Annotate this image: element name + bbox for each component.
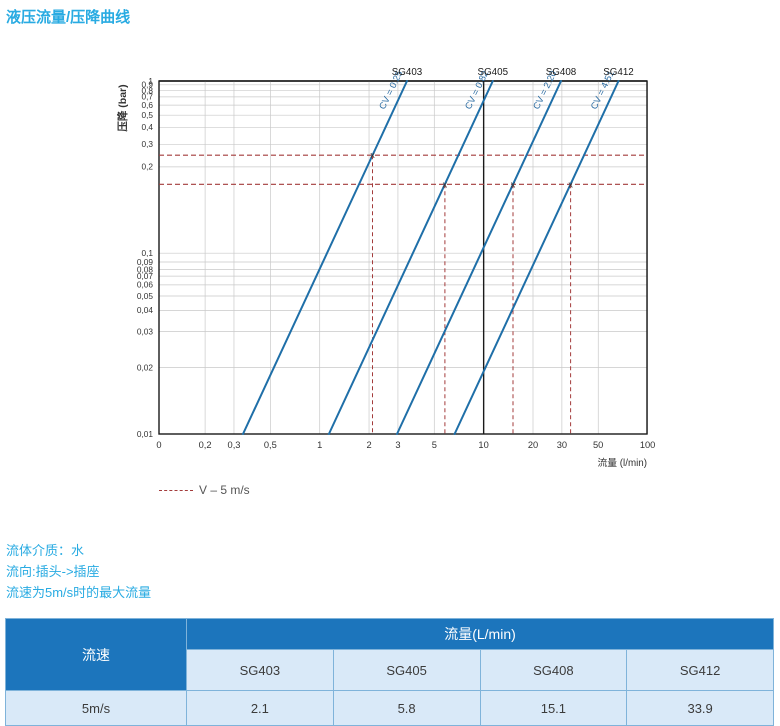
- svg-text:流量 (l/min): 流量 (l/min): [597, 456, 647, 469]
- svg-text:0,2: 0,2: [141, 162, 153, 172]
- svg-text:0,2: 0,2: [199, 440, 212, 450]
- svg-text:0,4: 0,4: [141, 122, 153, 132]
- svg-text:SG403: SG403: [392, 67, 423, 78]
- svg-text:0,5: 0,5: [141, 110, 153, 120]
- svg-text:30: 30: [557, 440, 567, 450]
- svg-text:2: 2: [367, 440, 372, 450]
- svg-text:0,06: 0,06: [137, 280, 154, 290]
- svg-text:0,5: 0,5: [264, 440, 277, 450]
- svg-text:100: 100: [640, 440, 656, 450]
- svg-text:SG412: SG412: [603, 67, 634, 78]
- svg-text:3: 3: [395, 440, 400, 450]
- svg-text:x: x: [568, 179, 573, 189]
- svg-text:0,03: 0,03: [137, 326, 154, 336]
- svg-text:x: x: [511, 179, 516, 189]
- svg-text:0: 0: [156, 440, 161, 450]
- svg-text:0,6: 0,6: [141, 100, 153, 110]
- svg-text:x: x: [370, 150, 375, 160]
- svg-text:SG405: SG405: [478, 67, 509, 78]
- svg-text:1: 1: [317, 440, 322, 450]
- svg-text:10: 10: [478, 440, 488, 450]
- svg-text:0,04: 0,04: [137, 305, 154, 315]
- svg-text:0,01: 0,01: [137, 429, 154, 439]
- svg-text:50: 50: [593, 440, 603, 450]
- svg-text:0,3: 0,3: [228, 440, 241, 450]
- svg-text:5: 5: [432, 440, 437, 450]
- svg-text:x: x: [443, 179, 448, 189]
- svg-text:20: 20: [528, 440, 538, 450]
- svg-text:压降 (bar): 压降 (bar): [116, 84, 129, 131]
- svg-text:SG408: SG408: [546, 67, 577, 78]
- svg-text:0,02: 0,02: [137, 362, 154, 372]
- svg-text:0,3: 0,3: [141, 139, 153, 149]
- svg-text:0,05: 0,05: [137, 291, 154, 301]
